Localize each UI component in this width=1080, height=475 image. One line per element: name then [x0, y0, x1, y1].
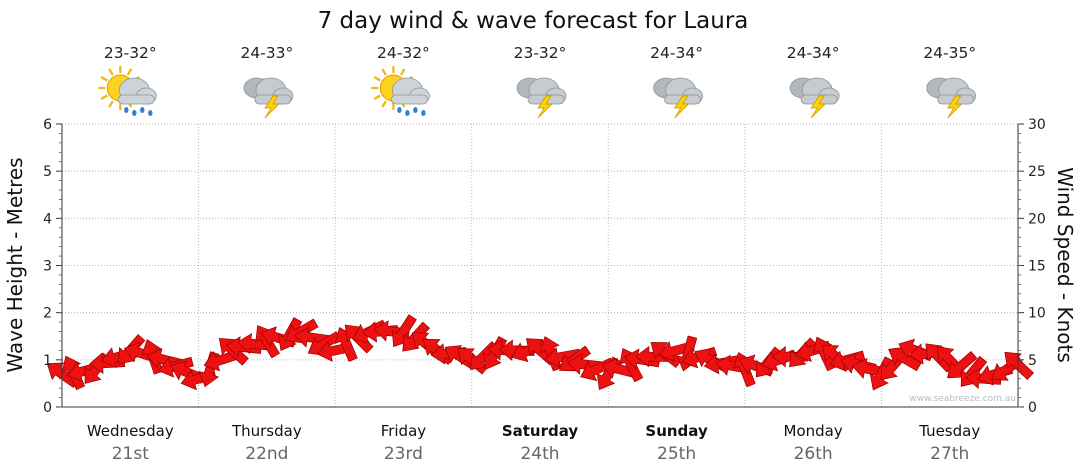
sun-cloud-rain-icon: [371, 66, 430, 116]
left-tick-label: 4: [43, 211, 52, 227]
temperature-range: 24-33°: [240, 44, 293, 62]
day-label: Tuesday: [918, 422, 980, 440]
left-tick-label: 6: [43, 117, 52, 133]
day-label: Wednesday: [87, 422, 174, 440]
raindrop: [124, 107, 129, 113]
credit-text: www.seabreeze.com.au: [909, 394, 1016, 404]
sun-ray: [373, 76, 381, 82]
cloud-base: [117, 94, 155, 105]
lightning-bolt: [947, 95, 963, 119]
chart-title: 7 day wind & wave forecast for Laura: [318, 8, 749, 34]
day-column: 23-32° Saturday 24th: [502, 44, 579, 464]
date-label: 25th: [657, 444, 696, 464]
date-label: 21st: [112, 444, 149, 464]
right-tick-label: 30: [1028, 117, 1046, 133]
raindrop: [413, 107, 418, 113]
date-label: 22nd: [245, 444, 288, 464]
right-axis-title: Wind Speed - Knots: [1053, 167, 1077, 363]
wind-arrows: [46, 314, 1034, 391]
right-tick-label: 15: [1028, 259, 1046, 275]
sun-ray: [108, 68, 114, 76]
day-label: Sunday: [645, 422, 708, 440]
raindrop: [148, 110, 153, 116]
temperature-range: 24-34°: [787, 44, 840, 62]
day-label: Monday: [784, 422, 843, 440]
day-columns: 23-32°Wednesday21st24-33°Thursday22nd24-…: [87, 44, 980, 464]
lightning-bolt: [673, 95, 690, 119]
sun-ray: [399, 68, 406, 76]
right-tick-label: 5: [1028, 353, 1037, 369]
temperature-range: 24-34°: [650, 44, 703, 62]
left-tick-label: 3: [43, 259, 52, 275]
left-tick-label: 0: [43, 400, 52, 416]
temperature-range: 23-32°: [104, 44, 157, 62]
right-axis: 0 5 10 15 20 25 30: [1018, 117, 1046, 416]
wind-arrow: [1004, 351, 1034, 380]
grid: [62, 123, 1018, 407]
raindrop: [132, 110, 137, 116]
cloud-base: [390, 94, 428, 105]
left-axis: 0 1 2 3 4 5 6: [43, 117, 62, 416]
day-column: 24-34° Sunday 25th: [645, 44, 708, 464]
raindrop: [421, 110, 426, 116]
cloud-storm-icon: [516, 77, 567, 119]
sun-cloud-rain-icon: [98, 66, 157, 116]
wind-arrow: [544, 346, 581, 369]
sun-ray: [108, 100, 114, 108]
sun-ray: [373, 94, 381, 100]
lightning-bolt: [537, 95, 553, 119]
day-column: 24-33° Thursday 22nd: [231, 44, 302, 464]
right-tick-label: 20: [1028, 211, 1046, 227]
date-label: 27th: [930, 444, 969, 464]
left-axis-title: Wave Height - Metres: [3, 157, 27, 372]
day-column: 24-32° Friday 23rd: [371, 44, 430, 464]
temperature-range: 24-35°: [923, 44, 976, 62]
temperature-range: 24-32°: [377, 44, 430, 62]
temperature-range: 23-32°: [514, 44, 567, 62]
sun-ray: [100, 94, 108, 100]
right-tick-label: 10: [1028, 306, 1046, 322]
sun-ray: [381, 68, 387, 76]
raindrop: [140, 107, 145, 113]
wind-arrow: [947, 351, 978, 379]
date-label: 23rd: [384, 444, 423, 464]
left-tick-label: 1: [43, 353, 52, 369]
sun-ray: [100, 76, 108, 82]
day-label: Friday: [381, 422, 427, 440]
lightning-bolt: [264, 95, 280, 119]
raindrop: [397, 107, 402, 113]
raindrop: [405, 110, 410, 116]
date-label: 26th: [794, 444, 833, 464]
day-column: 23-32° Wednesday 21st: [87, 44, 174, 464]
cloud-storm-icon: [243, 77, 294, 119]
lightning-bolt: [810, 95, 826, 119]
day-label: Thursday: [231, 422, 302, 440]
day-column: 24-34° Monday 26th: [784, 44, 843, 464]
cloud-storm-icon: [789, 77, 840, 119]
sun-ray: [126, 68, 133, 76]
cloud-storm-icon: [926, 77, 977, 119]
day-column: 24-35° Tuesday 27th: [918, 44, 980, 464]
right-tick-label: 0: [1028, 400, 1037, 416]
day-label: Saturday: [502, 422, 579, 440]
left-tick-label: 2: [43, 306, 52, 322]
left-tick-label: 5: [43, 164, 52, 180]
right-tick-label: 25: [1028, 164, 1046, 180]
date-label: 24th: [520, 444, 559, 464]
sun-ray: [381, 100, 387, 108]
cloud-storm-icon: [653, 77, 703, 119]
